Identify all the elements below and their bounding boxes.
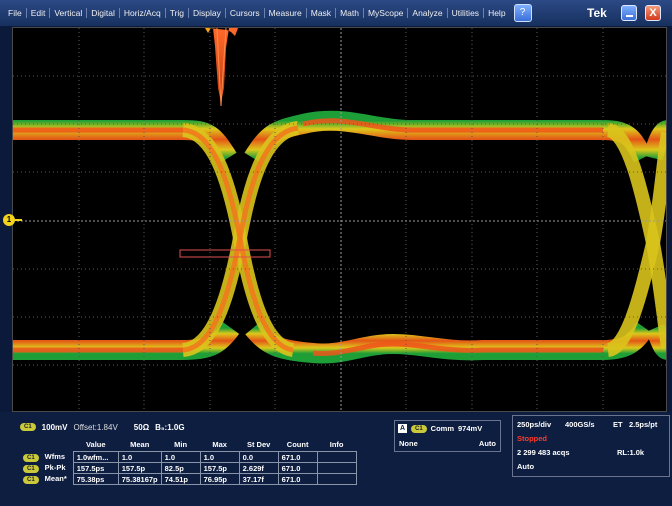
trigger-level: 974mV [458, 424, 483, 433]
column-header: Info [329, 440, 344, 449]
column-header: Count [286, 440, 309, 449]
measurement-zone-box [179, 249, 271, 258]
column-header [20, 438, 73, 452]
readout-panel: C1 100mV Offset:1.84V 50Ω B₅:1.0G Value M… [0, 412, 672, 506]
menu-item-trig[interactable]: Trig [166, 8, 190, 18]
trigger-source: Comm [430, 424, 455, 433]
record-length: RL:1.0k [617, 448, 645, 457]
measurement-cell: 1.0 [199, 451, 240, 463]
horizontal-scale: 250ps/div [517, 420, 552, 429]
menu-item-cursors[interactable]: Cursors [226, 8, 265, 18]
trigger-channel-badge: C1 [411, 424, 427, 433]
column-header: Min [174, 440, 188, 449]
measurement-cell: 157.5p [117, 462, 162, 474]
waveform-display[interactable] [12, 27, 667, 412]
measurement-cell: 37.17f [238, 473, 279, 485]
menu-item-vertical[interactable]: Vertical [50, 8, 88, 18]
trigger-point-marker [205, 28, 211, 33]
measurement-cell: 2.629f [238, 462, 279, 474]
measurement-source-badge: C1 [23, 465, 39, 473]
measurement-row[interactable]: C1 Wfms 1.0wfm... 1.0 1.0 1.0 0.0 671.0 [20, 451, 357, 463]
acquisition-mode: Auto [517, 462, 535, 471]
horizontal-acquisition-readout[interactable]: 250ps/div 400GS/s ET 2.5ps/pt Stopped 2 … [512, 415, 670, 477]
measurement-table-header: Value Mean Min Max St Dev Count Info [20, 438, 356, 452]
menu-item-measure[interactable]: Measure [265, 8, 307, 18]
menu-item-analyze[interactable]: Analyze [408, 8, 448, 18]
graticule [13, 28, 666, 411]
close-button[interactable]: X [645, 5, 661, 21]
acquisition-status: Stopped [517, 434, 547, 443]
minimize-button[interactable] [621, 5, 637, 21]
trigger-coupling: None [399, 439, 418, 448]
measurement-cell: 75.38ps [72, 473, 119, 485]
menu-item-digital[interactable]: Digital [87, 8, 120, 18]
column-header: Mean [130, 440, 150, 449]
measurement-label-cell: C1 Wfms [20, 452, 73, 463]
measurement-name: Pk-Pk [44, 463, 66, 472]
channel-1-marker-line [14, 219, 22, 221]
eye-diagram [13, 28, 666, 411]
channel-1-badge: C1 [20, 423, 36, 431]
top-rail-trace [13, 110, 666, 164]
measurement-cell: 671.0 [277, 473, 318, 485]
measurement-cell: 157.5ps [72, 462, 119, 474]
vertical-offset: Offset:1.84V [73, 422, 118, 432]
channel-1-readout[interactable]: C1 100mV Offset:1.84V 50Ω B₅:1.0G [20, 420, 185, 434]
measurement-row[interactable]: C1 Mean* 75.38ps 75.38167p 74.51p 76.95p 37.17… [20, 473, 357, 485]
column-header: St Dev [246, 440, 271, 449]
measurement-cell [316, 473, 357, 485]
measurement-cell: 671.0 [277, 451, 318, 463]
equivalent-time-mode: ET [613, 420, 623, 429]
trigger-a-label: A [398, 424, 407, 433]
measurement-cell: 157.5p [199, 462, 240, 474]
measurement-cell: 0.0 [238, 451, 279, 463]
acquisition-count: 2 299 483 acqs [517, 448, 570, 457]
measurement-cell: 1.0wfm... [72, 451, 119, 463]
measurement-cell: 1.0 [160, 451, 201, 463]
measurement-cell: 76.95p [199, 473, 240, 485]
sample-rate: 400GS/s [565, 420, 595, 429]
menu-items: File Edit Vertical Digital Horiz/Acq Trig Disp… [0, 0, 510, 26]
menu-item-help[interactable]: Help [488, 8, 506, 18]
column-header: Value [85, 440, 106, 449]
measurement-table[interactable]: Value Mean Min Max St Dev Count Info C1 Wfms 1.0… [20, 438, 357, 485]
help-icon-button[interactable]: ? [513, 4, 532, 22]
measurement-cell: 671.0 [277, 462, 318, 474]
time-per-point: 2.5ps/pt [629, 420, 658, 429]
brand-logo: Tek [587, 6, 607, 20]
measurement-cell: 82.5p [160, 462, 201, 474]
measurement-source-badge: C1 [23, 476, 39, 484]
measurement-label-cell: C1 Mean* [20, 474, 73, 485]
measurement-cell [316, 451, 357, 463]
vertical-scale: 100mV [41, 422, 68, 432]
right-edge-trace-b [605, 131, 666, 357]
measurement-row[interactable]: C1 Pk-Pk 157.5ps 157.5p 82.5p 157.5p 2.629f 671… [20, 462, 357, 474]
menu-item-myscope[interactable]: MyScope [364, 8, 409, 18]
measurement-cell: 75.38167p [117, 473, 162, 485]
measurement-cell: 1.0 [117, 451, 162, 463]
trigger-readout[interactable]: A C1 Comm 974mV None Auto [394, 420, 501, 452]
menu-item-utilities[interactable]: Utilities [448, 8, 485, 18]
measurement-label-cell: C1 Pk-Pk [20, 463, 73, 474]
measurement-cell: 74.51p [160, 473, 201, 485]
eye-traces [13, 110, 666, 364]
channel-1-ground-marker[interactable]: 1 [3, 214, 15, 226]
menu-item-display[interactable]: Display [189, 8, 226, 18]
trigger-mode: Auto [478, 439, 496, 448]
measurement-source-badge: C1 [23, 454, 39, 462]
menu-item-file[interactable]: File [4, 8, 27, 18]
menu-item-edit[interactable]: Edit [27, 8, 51, 18]
measurement-cell [316, 462, 357, 474]
menu-bar: File Edit Vertical Digital Horiz/Acq Trig Disp… [0, 0, 672, 26]
menu-item-mask[interactable]: Mask [307, 8, 337, 18]
measurement-name: Wfms [44, 452, 66, 461]
bandwidth-limit: B₅:1.0G [155, 422, 185, 432]
measurement-name: Mean* [44, 474, 67, 483]
input-impedance: 50Ω [133, 422, 150, 432]
menu-item-math[interactable]: Math [336, 8, 364, 18]
column-header: Max [212, 440, 227, 449]
menu-item-horiz-acq[interactable]: Horiz/Acq [120, 8, 166, 18]
